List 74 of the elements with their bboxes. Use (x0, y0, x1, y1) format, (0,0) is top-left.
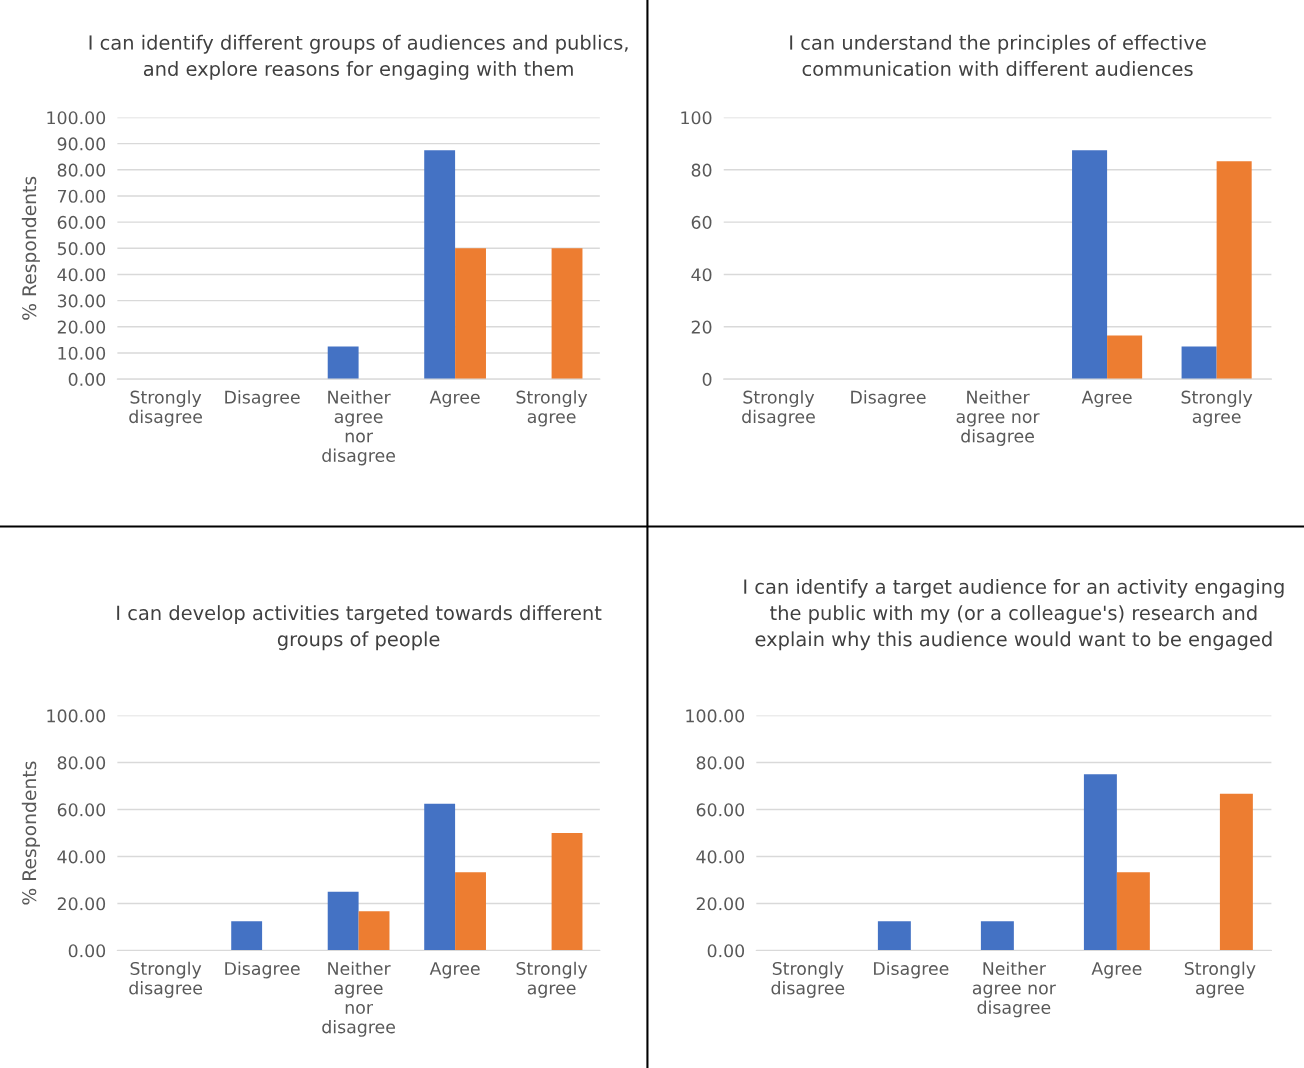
bar (424, 803, 456, 951)
bar (877, 921, 911, 951)
x-tick-label: Neither agree nor disagree (322, 961, 395, 1037)
y-tick-label: 90.00 (57, 137, 106, 151)
y-tick-label: 20.00 (696, 897, 745, 911)
bar (1181, 346, 1217, 380)
chart-title: I can develop activities targeted towards different groups of people (117, 605, 602, 651)
y-tick-label: 40.00 (57, 850, 106, 864)
chart-title: I can identify a target audience for an activity engaging the public with my (or a colleague's) research and explain why this audience would want to be engaged (744, 578, 1284, 651)
y-tick-label: 40 (691, 268, 712, 282)
chart-title: I can understand the principles of effective communication with different audiences (790, 34, 1206, 77)
bar (455, 248, 486, 380)
y-tick-label: 40.00 (696, 850, 745, 864)
y-tick-label: 80.00 (57, 163, 106, 177)
x-tick-label: Strongly agree (516, 961, 588, 998)
bar (231, 921, 263, 951)
x-tick-label: Neither agree nor disagree (956, 390, 1040, 446)
bar (551, 833, 583, 951)
x-tick-label: Agree (429, 390, 480, 408)
y-tick-label: 100.00 (47, 709, 106, 723)
bar (327, 346, 359, 380)
y-tick-label: 60.00 (696, 803, 745, 817)
y-tick-label: 80.00 (696, 756, 745, 770)
x-tick-label: Strongly agree (1181, 390, 1253, 427)
bar (1116, 872, 1150, 951)
y-tick-label: 80 (691, 163, 712, 177)
y-tick-label: 0 (702, 372, 712, 386)
x-tick-label: Disagree (225, 961, 300, 979)
bar (980, 921, 1014, 951)
bar (1219, 793, 1253, 951)
bar (1072, 150, 1108, 380)
x-tick-label: Agree (1091, 962, 1142, 979)
x-tick-label: Strongly disagree (771, 961, 845, 998)
x-tick-label: Disagree (851, 390, 926, 408)
y-tick-label: 50.00 (57, 242, 106, 256)
y-tick-label: 60.00 (57, 803, 106, 817)
y-tick-label: 30.00 (57, 294, 106, 308)
y-tick-label: 60 (691, 215, 712, 229)
bar (1107, 335, 1143, 380)
y-tick-label: 70.00 (57, 189, 106, 203)
bar (424, 150, 456, 380)
x-tick-label: Strongly disagree (129, 390, 203, 427)
y-tick-label: 20 (691, 320, 712, 334)
y-tick-label: 0.00 (707, 944, 745, 958)
bar (551, 248, 583, 380)
x-tick-label: Neither agree nor disagree (322, 390, 395, 466)
y-tick-label: 10.00 (58, 346, 106, 360)
x-tick-label: Disagree (874, 961, 949, 979)
y-tick-label: 20.00 (57, 320, 106, 334)
y-tick-label: 60.00 (57, 215, 106, 229)
bar (455, 872, 486, 951)
y-tick-label: 0.00 (68, 372, 106, 386)
y-tick-label: 0.00 (68, 944, 106, 958)
y-tick-label: 100.00 (686, 709, 745, 723)
y-tick-label: 40.00 (57, 268, 106, 282)
y-axis-title: % Respondents (21, 176, 40, 320)
bar (1216, 161, 1252, 380)
x-tick-label: Disagree (225, 390, 300, 408)
bar (327, 891, 359, 951)
y-tick-label: 80.00 (57, 756, 106, 770)
y-tick-label: 100.00 (47, 111, 106, 125)
x-tick-label: Strongly disagree (742, 390, 815, 427)
bar (1083, 774, 1117, 951)
x-tick-label: Neither agree nor disagree (972, 961, 1056, 1018)
x-tick-label: Agree (1081, 390, 1132, 408)
bar (358, 911, 390, 951)
x-tick-label: Strongly disagree (129, 961, 203, 998)
y-tick-label: 20.00 (57, 897, 106, 911)
x-tick-label: Strongly agree (1184, 961, 1256, 998)
y-tick-label: 100 (681, 111, 712, 125)
y-axis-title: % Respondents (21, 761, 40, 905)
x-tick-label: Agree (429, 962, 480, 979)
x-tick-label: Strongly agree (516, 390, 588, 427)
chart-title: I can identify different groups of audiences and publics, and explore reasons for engaging with them (89, 34, 628, 80)
